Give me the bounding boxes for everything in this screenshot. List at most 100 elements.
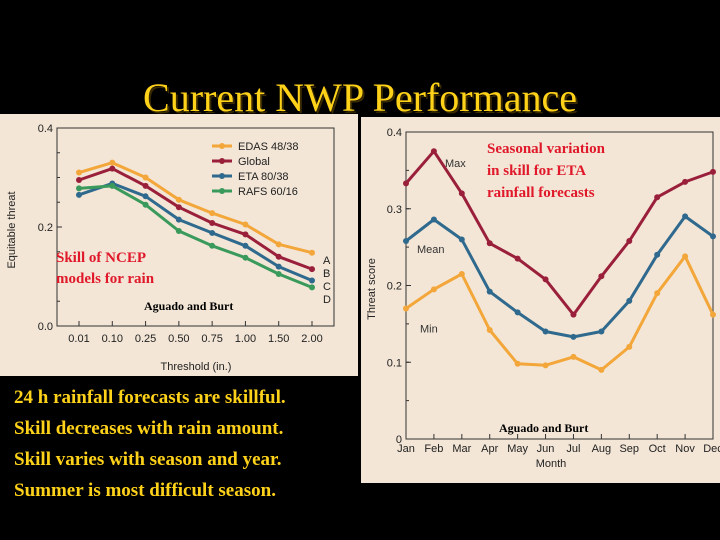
right-data-point <box>682 213 689 220</box>
right-data-point <box>514 309 521 316</box>
right-data-point <box>682 253 689 260</box>
left-y-tick-label: 0.4 <box>38 123 53 135</box>
left-x-tick-label: 2.00 <box>301 333 322 345</box>
right-data-point <box>626 237 633 244</box>
left-data-point <box>275 241 282 248</box>
right-series-line-1 <box>404 149 714 317</box>
right-series-name-label: Min <box>420 324 438 336</box>
left-data-point <box>275 253 282 260</box>
right-data-point <box>626 343 633 350</box>
left-data-point <box>175 196 182 203</box>
left-series-line-4 <box>78 184 313 289</box>
left-data-point <box>309 277 315 284</box>
right-data-point <box>542 328 549 335</box>
left-x-tick-label: 0.25 <box>135 333 156 345</box>
skill-annotation-line-1: Skill of NCEP <box>56 250 146 266</box>
right-x-tick-label: Feb <box>424 443 443 455</box>
legend-marker <box>219 143 225 149</box>
right-data-point <box>458 236 465 243</box>
left-data-point <box>275 271 282 278</box>
right-data-point <box>542 276 549 283</box>
right-x-tick-label: Jan <box>397 443 415 455</box>
right-data-point <box>458 270 465 277</box>
left-series-line-1 <box>78 161 313 255</box>
right-data-point <box>486 240 493 247</box>
right-data-point <box>682 178 689 185</box>
right-data-point <box>598 366 605 373</box>
left-end-label: A <box>323 255 331 267</box>
bullet-item: Skill varies with season and year. <box>14 449 282 470</box>
left-data-point <box>142 182 149 189</box>
left-data-point <box>76 169 82 176</box>
right-data-point <box>710 233 716 240</box>
right-data-point <box>486 327 493 334</box>
left-data-point <box>109 182 116 189</box>
right-data-point <box>654 290 661 297</box>
summary-bullets: 24 h rainfall forecasts are skillful. Sk… <box>14 384 286 508</box>
left-data-point <box>275 263 282 270</box>
right-y-tick-label: 0.2 <box>387 281 402 293</box>
right-data-point <box>654 251 661 258</box>
right-data-point <box>514 360 521 367</box>
left-x-axis-label: Threshold (in.) <box>161 361 232 373</box>
right-series-name-label: Max <box>445 158 466 170</box>
left-data-point <box>242 242 249 249</box>
left-data-point <box>242 221 249 228</box>
seasonal-annotation-line-1: Seasonal variation <box>487 141 606 157</box>
right-data-point <box>458 190 465 197</box>
left-series-line-3 <box>78 181 313 282</box>
seasonal-annotation-line-3: rainfall forecasts <box>487 185 595 201</box>
left-data-point <box>175 204 182 211</box>
right-x-tick-label: Mar <box>452 443 471 455</box>
right-data-point <box>626 297 633 304</box>
right-data-point <box>570 333 577 340</box>
right-y-axis-label: Threat score <box>366 258 378 320</box>
right-y-tick-label: 0.1 <box>387 357 402 369</box>
right-data-point <box>403 305 409 312</box>
right-y-tick-label: 0.4 <box>387 127 402 139</box>
left-x-tick-label: 0.01 <box>68 333 89 345</box>
right-data-point <box>710 311 716 318</box>
left-data-point <box>142 193 149 200</box>
left-data-point <box>76 176 82 183</box>
left-data-point <box>242 231 249 238</box>
right-data-point <box>570 353 577 360</box>
right-data-point <box>403 237 409 244</box>
threshold-chart-panel: 0.0 0.2 0.4 0.01 0.10 0.25 0.50 0.75 1.00 1.50 2.0… <box>0 114 358 376</box>
right-x-tick-label: Oct <box>649 443 666 455</box>
left-y-axis-label: Equitable threat <box>6 191 18 268</box>
right-credit: Aguado and Burt <box>499 421 588 435</box>
right-data-point <box>598 273 605 280</box>
right-data-point <box>710 168 716 175</box>
left-data-point <box>309 249 315 256</box>
left-data-point <box>309 284 315 291</box>
legend-entry: RAFS 60/16 <box>238 186 298 198</box>
left-x-tick-label: 0.75 <box>201 333 222 345</box>
left-data-point <box>76 191 82 198</box>
left-x-tick-label: 1.00 <box>235 333 256 345</box>
left-end-label: D <box>323 294 331 306</box>
left-y-tick-label: 0.2 <box>38 222 53 234</box>
right-data-point <box>570 311 577 318</box>
right-data-point <box>514 255 521 262</box>
skill-annotation-line-2: models for rain <box>56 271 155 287</box>
threshold-chart: 0.0 0.2 0.4 0.01 0.10 0.25 0.50 0.75 1.00 1.50 2.0… <box>6 123 335 373</box>
left-end-label: B <box>323 268 330 280</box>
left-data-point <box>209 220 216 227</box>
legend-entry: Global <box>238 156 270 168</box>
legend-marker <box>219 173 225 179</box>
right-x-tick-label: Aug <box>592 443 612 455</box>
bullet-item: Summer is most difficult season. <box>14 480 276 501</box>
seasonal-annotation-line-2: in skill for ETA <box>487 163 586 179</box>
left-y-tick-label: 0.0 <box>38 321 53 333</box>
left-data-point <box>242 254 249 261</box>
right-data-point <box>430 286 437 293</box>
left-data-point <box>309 266 315 273</box>
bullet-item: 24 h rainfall forecasts are skillful. <box>14 387 286 408</box>
right-data-point <box>486 288 493 295</box>
legend-marker <box>219 188 225 194</box>
left-data-point <box>76 185 82 192</box>
left-series-line-2 <box>78 167 313 271</box>
right-y-tick-label: 0.3 <box>387 204 402 216</box>
left-data-point <box>175 216 182 223</box>
